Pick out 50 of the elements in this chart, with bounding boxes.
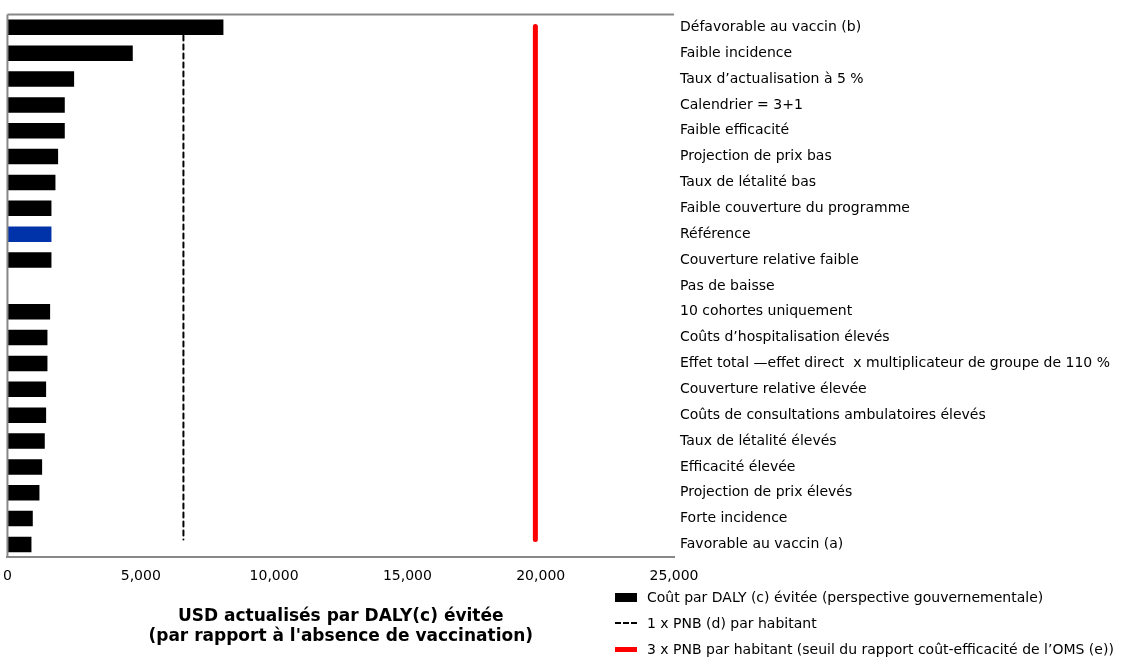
- bar: [7, 148, 59, 165]
- bar: [7, 485, 40, 501]
- x-tick-label: 5,000: [120, 567, 161, 584]
- x-tick-label: 10,000: [249, 567, 299, 584]
- x-tick-label: 20,000: [516, 567, 566, 584]
- bar: [7, 252, 52, 268]
- y-tick-label: Taux de létalité élevés: [679, 431, 837, 448]
- y-tick-label: Taux de létalité bas: [679, 173, 817, 190]
- bar: [7, 71, 75, 87]
- bar: [7, 433, 45, 449]
- x-axis-title: USD actualisés par DALY(c) évitée (par rapport à l'absence de vaccination): [148, 604, 534, 646]
- bar: [7, 45, 133, 61]
- y-tick-label: Faible couverture du programme: [680, 198, 910, 215]
- y-tick-label: Couverture relative faible: [680, 250, 859, 267]
- bar: [7, 407, 47, 423]
- y-tick-label: Efficacité élevée: [680, 457, 796, 474]
- y-tick-label: Pas de baisse: [680, 276, 775, 293]
- bar: [7, 304, 51, 320]
- y-tick-label: Coûts de consultations ambulatoires élevés: [680, 405, 986, 422]
- x-tick-label: 15,000: [382, 567, 432, 584]
- x-tick-label: 0: [2, 567, 12, 584]
- y-tick-label: Projection de prix élevés: [680, 483, 853, 500]
- y-tick-label: 10 cohortes uniquement: [680, 302, 853, 319]
- bar: [7, 329, 48, 346]
- y-tick-label: Calendrier = 3+1: [680, 95, 803, 112]
- y-tick-label: Couverture relative élevée: [680, 379, 867, 396]
- y-tick-label: Forte incidence: [680, 509, 788, 526]
- y-tick-label: Effet total —effet direct x multiplicateur de groupe de 110 %: [680, 354, 1110, 371]
- y-tick-label: Favorable au vaccin (a): [680, 535, 844, 552]
- y-tick-label: Projection de prix bas: [680, 147, 832, 164]
- legend-label: 1 x PNB (d) par habitant: [647, 615, 817, 631]
- bar: [7, 459, 43, 475]
- bar: [7, 355, 48, 372]
- legend-label: 3 x PNB par habitant (seuil du rapport coût-efficacité de l’OMS (e)): [647, 641, 1114, 657]
- bar: [7, 174, 56, 191]
- bar: [7, 510, 33, 527]
- bar: [7, 536, 32, 553]
- bar: [7, 200, 52, 217]
- x-tick-label: 25,000: [649, 567, 699, 584]
- bar: [7, 226, 52, 242]
- bar: [7, 123, 65, 139]
- y-tick-label: Faible efficacité: [680, 121, 790, 138]
- y-tick-label: Référence: [680, 224, 751, 241]
- y-tick-label: Taux d’actualisation à 5 %: [679, 69, 864, 86]
- bar: [7, 97, 65, 113]
- y-tick-label: Défavorable au vaccin (b): [680, 17, 862, 34]
- legend-label: Coût par DALY (c) évitée (perspective gouvernementale): [647, 589, 1044, 605]
- y-tick-label: Faible incidence: [680, 43, 793, 60]
- bar: [7, 381, 47, 398]
- y-tick-label: Coûts d’hospitalisation élevés: [680, 328, 890, 345]
